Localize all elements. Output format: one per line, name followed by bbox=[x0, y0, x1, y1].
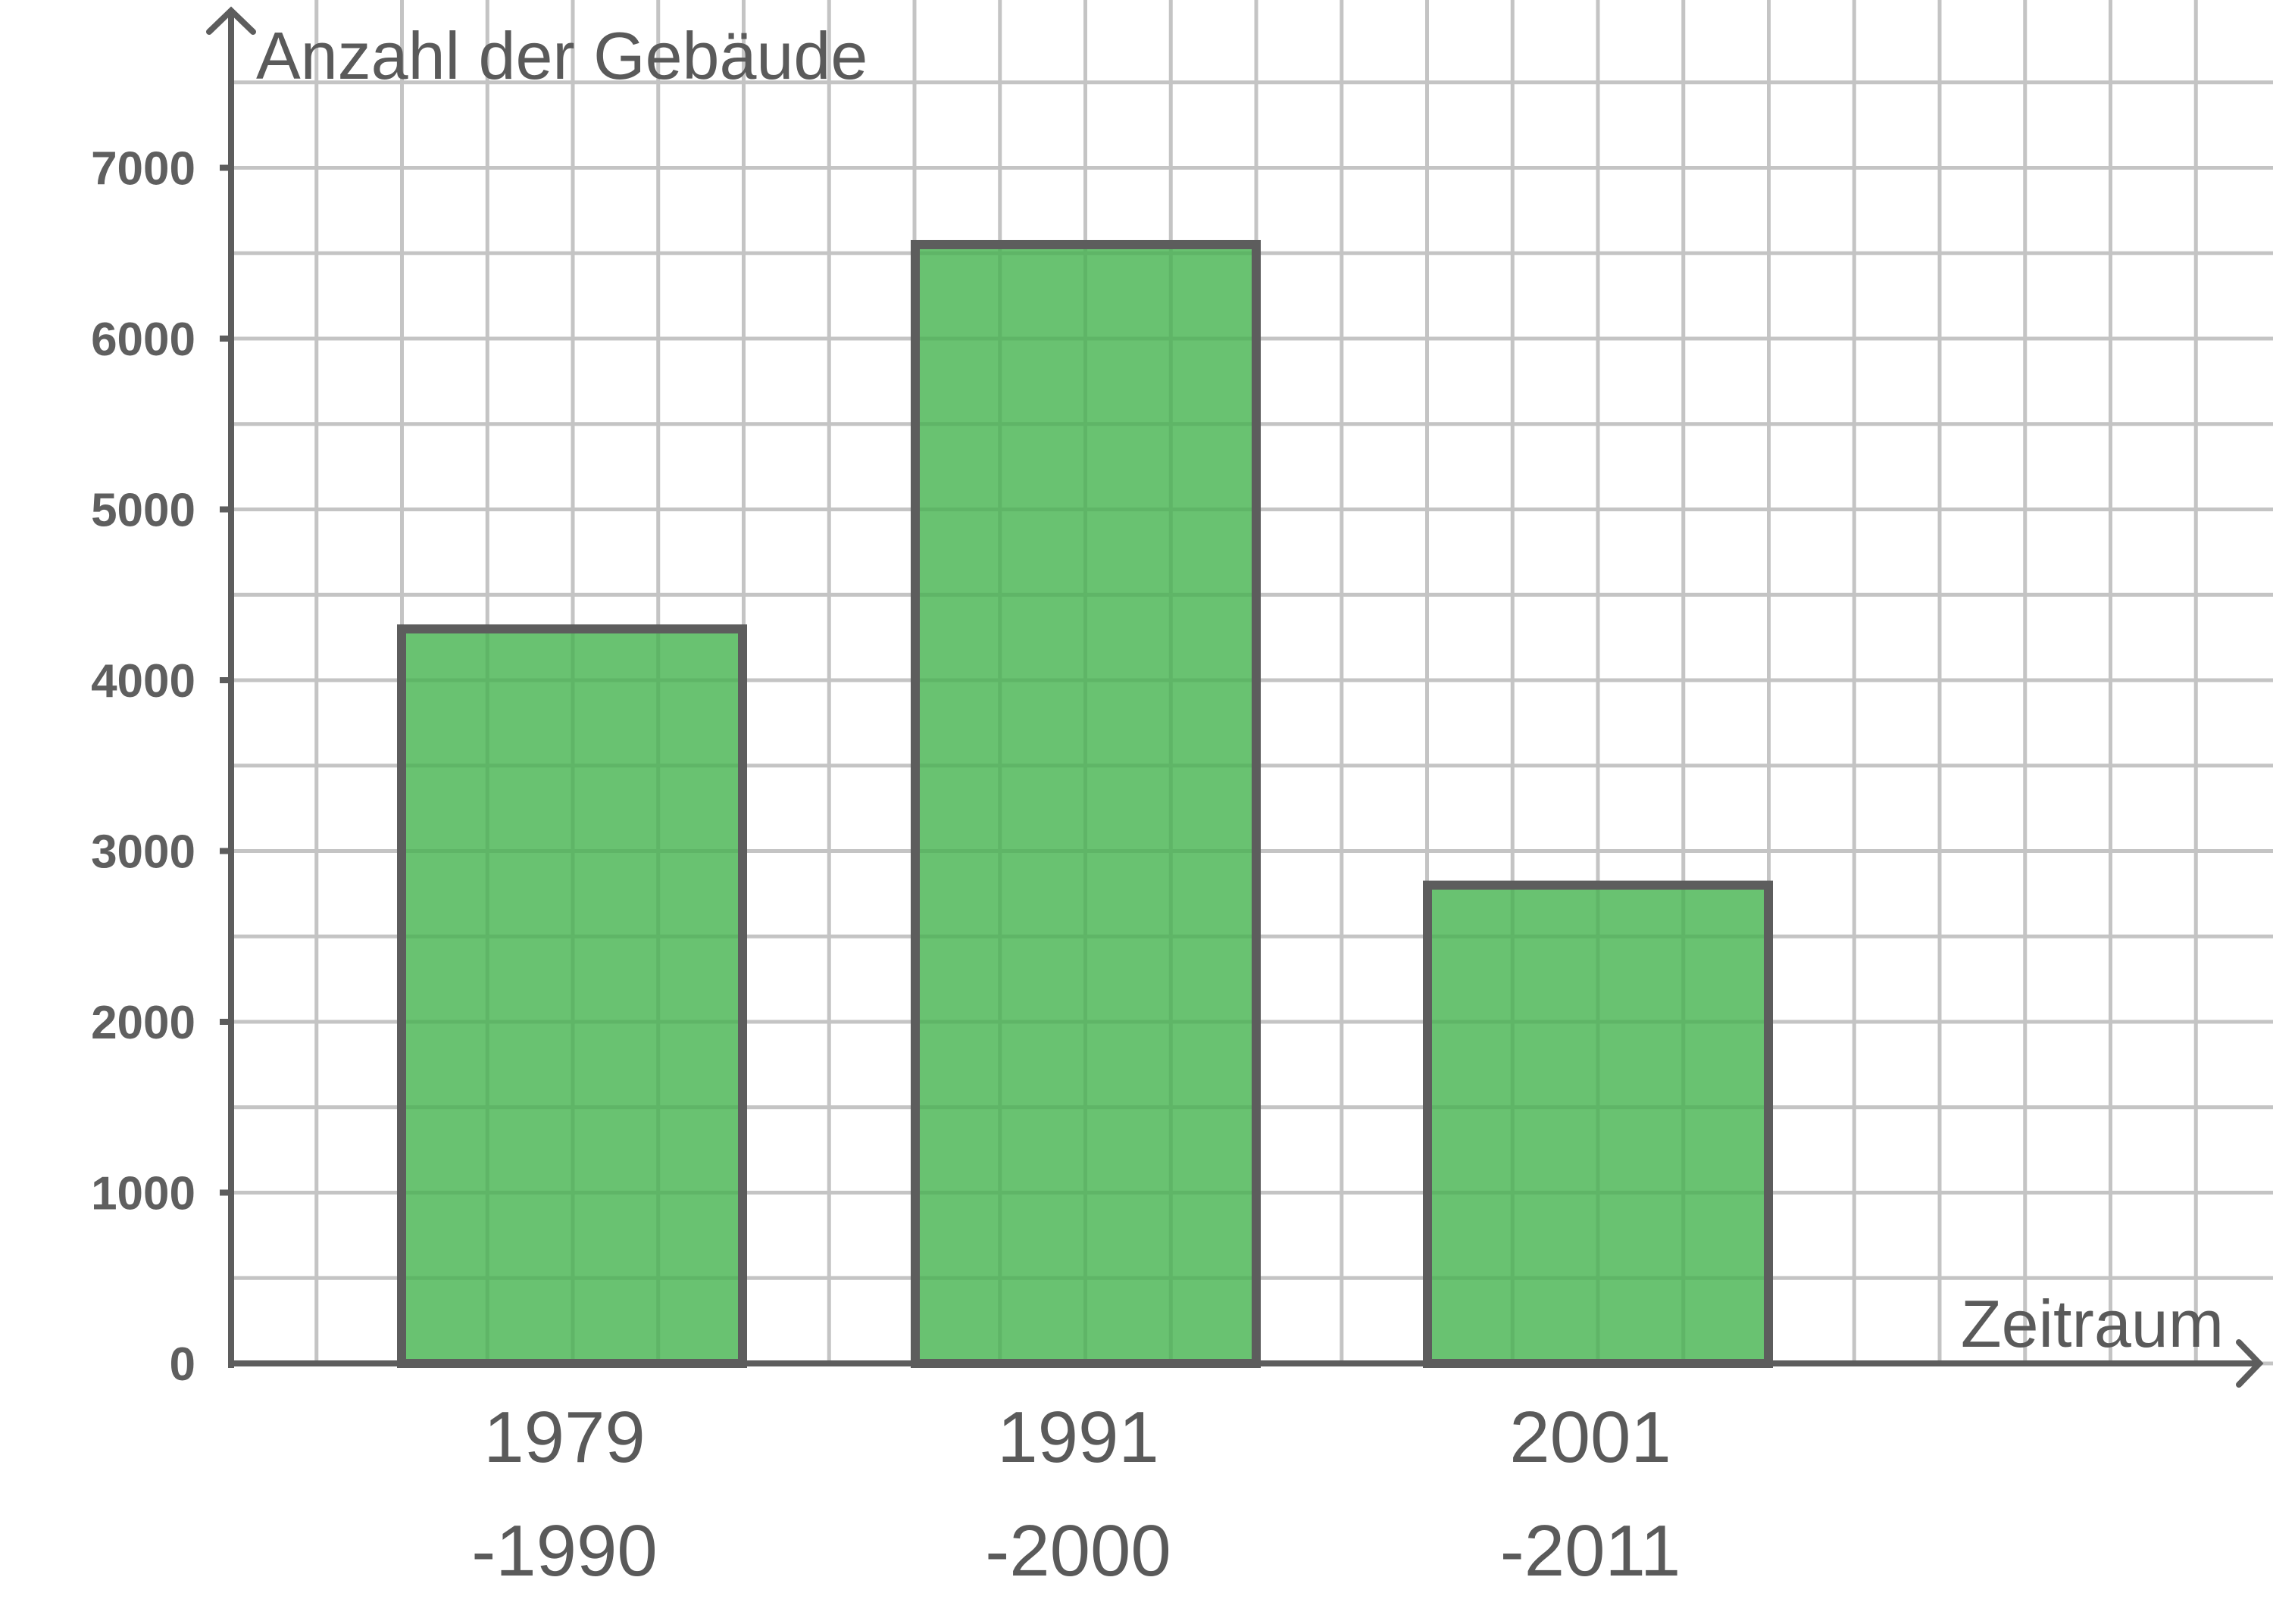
y-axis-arrow bbox=[206, 6, 256, 35]
y-tick-label: 7000 bbox=[91, 143, 195, 195]
y-tick-label: 2000 bbox=[91, 997, 195, 1049]
y-tick-label: 5000 bbox=[91, 485, 195, 537]
y-tick-label: 4000 bbox=[91, 655, 195, 707]
x-tick-label: 1991 bbox=[997, 1397, 1159, 1478]
y-tick-label: 0 bbox=[170, 1338, 195, 1391]
y-tick-label: 1000 bbox=[91, 1168, 195, 1220]
x-tick-label: 2001 bbox=[1509, 1397, 1671, 1478]
x-tick-label: -1990 bbox=[471, 1510, 658, 1591]
y-axis-label: Anzahl der Gebäude bbox=[256, 18, 868, 93]
x-tick-label: 1979 bbox=[483, 1397, 646, 1478]
y-tick-label: 6000 bbox=[91, 314, 195, 366]
y-ticks: 0 1000 2000 3000 4000 5000 6000 7000 bbox=[91, 143, 231, 1391]
x-axis-label: Zeitraum bbox=[1961, 1286, 2224, 1361]
x-tick-label: -2000 bbox=[985, 1510, 1171, 1591]
y-tick-label: 3000 bbox=[91, 826, 195, 879]
x-axis-arrow bbox=[2236, 1339, 2264, 1388]
x-tick-label: -2011 bbox=[1500, 1510, 1681, 1591]
x-tick-labels: 1979 -1990 1991 -2000 2001 -2011 bbox=[471, 1397, 1681, 1591]
bars bbox=[397, 239, 1773, 1369]
axes bbox=[206, 6, 2264, 1388]
